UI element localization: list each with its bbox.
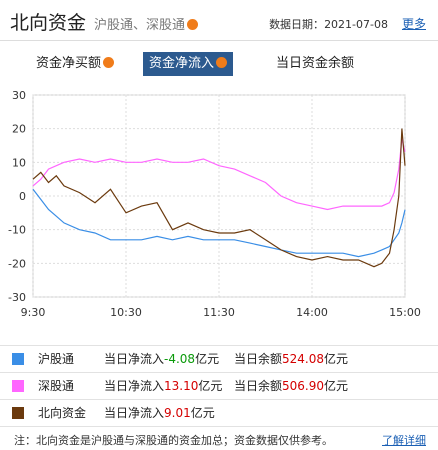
net-label: 当日净流入 (104, 406, 165, 420)
legend-row: 沪股通 当日净流入-4.08亿元 当日余额524.08亿元 (0, 345, 438, 372)
legend-name: 北向资金 (38, 406, 87, 420)
date: 数据日期：2021-07-08 (269, 16, 388, 32)
divider (0, 426, 438, 427)
subtitle-text: 沪股通、深股通 (94, 18, 186, 33)
series-line (32, 188, 406, 258)
tab-text: 资金净买额 (36, 56, 102, 71)
unit: 亿元 (324, 352, 349, 366)
date-label: 数据日期： (269, 18, 325, 31)
balance: 当日余额524.08亿元 (234, 346, 348, 372)
x-tick-label: 9:30 (21, 306, 46, 319)
y-tick-label: -20 (8, 257, 26, 270)
unit: 亿元 (195, 352, 220, 366)
net-inflow: 当日净流入13.10亿元 (104, 373, 222, 399)
unit: 亿元 (190, 406, 215, 420)
balance-value: 524.08 (282, 352, 325, 366)
net-inflow: 当日净流入9.01亿元 (104, 400, 215, 426)
help-icon[interactable] (187, 19, 199, 30)
unit: 亿元 (324, 379, 349, 393)
y-tick-label: 10 (12, 156, 26, 169)
net-value: -4.08 (164, 352, 196, 366)
legend-row: 北向资金 当日净流入9.01亿元 (0, 399, 438, 426)
tab-active[interactable]: 资金净流入 (143, 52, 234, 76)
chart: 30 20 10 0 -10 -20 -30 9:30 10:30 11:30 14:00 15:00 (8, 89, 421, 319)
legend-table: 沪股通 当日净流入-4.08亿元 当日余额524.08亿元 深股通 当日净流入13.10… (0, 345, 438, 427)
net-label: 当日净流入 (104, 379, 165, 393)
balance-label: 当日余额 (234, 379, 283, 393)
net-label: 当日净流入 (104, 352, 165, 366)
help-icon[interactable] (103, 57, 115, 68)
net-value: 13.10 (164, 379, 199, 393)
balance-label: 当日余额 (234, 352, 283, 366)
legend-name: 沪股通 (38, 352, 75, 366)
y-tick-label: -10 (8, 224, 26, 237)
y-tick-label: 20 (12, 123, 26, 136)
legend-row: 深股通 当日净流入13.10亿元 当日余额506.90亿元 (0, 372, 438, 399)
legend-swatch (12, 353, 24, 365)
x-tick-label: 14:00 (296, 306, 328, 319)
legend-name: 深股通 (38, 379, 75, 393)
legend-swatch (12, 407, 24, 419)
more-link[interactable]: 更多 (401, 17, 426, 31)
x-tick-label: 10:30 (110, 306, 142, 319)
divider (0, 40, 438, 41)
y-tick-label: -30 (8, 291, 26, 304)
tab-text: 资金净流入 (149, 56, 215, 71)
series-line (32, 138, 406, 211)
tab[interactable]: 当日资金余额 (276, 56, 355, 71)
balance: 当日余额506.90亿元 (234, 373, 348, 399)
y-tick-label: 0 (19, 190, 26, 203)
unit: 亿元 (198, 379, 223, 393)
detail-link[interactable]: 了解详细 (382, 434, 426, 447)
x-tick-label: 15:00 (389, 306, 421, 319)
x-tick-label: 11:30 (203, 306, 235, 319)
help-icon[interactable] (216, 57, 228, 68)
balance-value: 506.90 (282, 379, 325, 393)
tab[interactable]: 资金净买额 (30, 52, 120, 76)
net-inflow: 当日净流入-4.08亿元 (104, 346, 219, 372)
date-value: 2021-07-08 (324, 18, 388, 31)
net-value: 9.01 (164, 406, 191, 420)
y-tick-label: 30 (12, 89, 26, 102)
title: 北向资金 (10, 12, 87, 34)
subtitle: 沪股通、深股通 (94, 14, 199, 33)
series-line (32, 128, 406, 268)
legend-swatch (12, 380, 24, 392)
footnote: 注：北向资金是沪股通与深股通的资金加总；资金数据仅供参考。 (14, 434, 333, 447)
